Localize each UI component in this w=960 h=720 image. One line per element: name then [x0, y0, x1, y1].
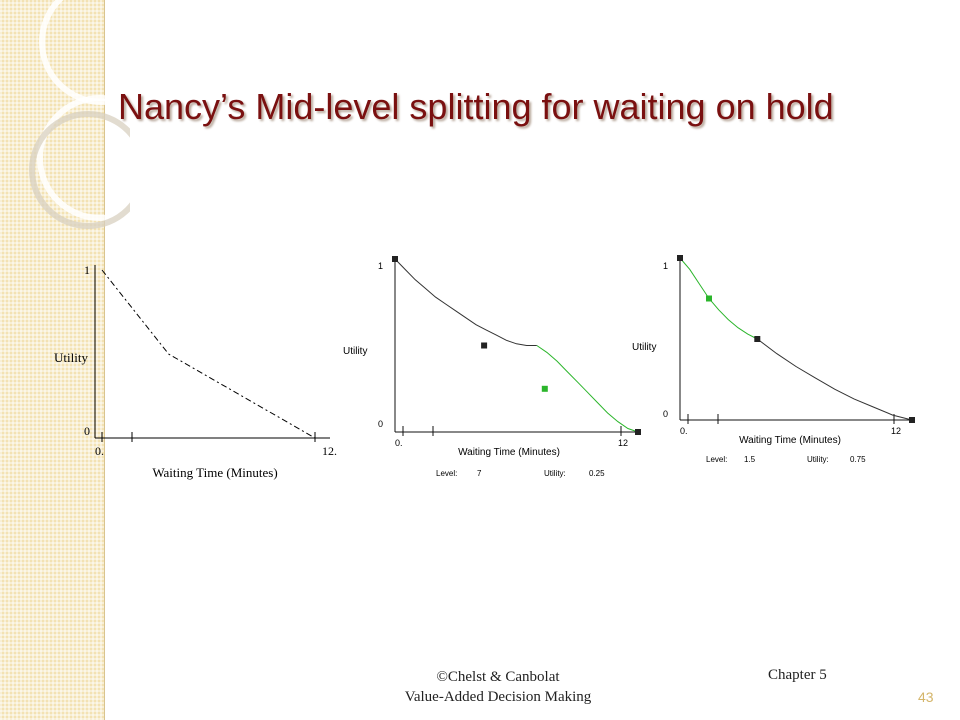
chart-3-axes — [679, 258, 912, 424]
footer-credits: ©Chelst & Canbolat Value-Added Decision … — [388, 667, 608, 707]
chart-3-series-0-line — [679, 257, 758, 340]
chart-1-ytick-bottom: 0 — [84, 424, 90, 438]
chart-1-ylabel: Utility — [54, 350, 88, 365]
footer-chapter: Chapter 5 — [768, 667, 827, 683]
chart-2-point-2[interactable] — [541, 385, 548, 392]
page-number: 43 — [918, 689, 934, 705]
slide-title: Nancy’s Mid-level splitting for waiting … — [118, 86, 834, 127]
chart-2-point-3[interactable] — [635, 429, 641, 435]
chart-3-xlabel: Waiting Time (Minutes) — [739, 435, 841, 446]
chart-3-ytick-bottom: 0 — [663, 409, 668, 419]
chart-2-utility-value: 0.25 — [589, 469, 605, 478]
chart-1: 1 0 Utility 0. 12. Waiting Time (Minutes… — [54, 263, 337, 480]
chart-2-xtick-left: 0. — [395, 438, 403, 448]
chart-3-level-label: Level: — [706, 455, 727, 464]
chart-2-xlabel: Waiting Time (Minutes) — [458, 447, 560, 458]
chart-2-xtick-right: 12 — [618, 438, 628, 448]
chart-2-utility-label: Utility: — [544, 469, 566, 478]
chart-3-point-3[interactable] — [909, 417, 915, 423]
chart-1-xtick-left: 0. — [95, 444, 104, 458]
chart-1-axes — [94, 265, 330, 442]
chart-2-point-1[interactable] — [481, 342, 488, 349]
chart-2-level-label: Level: — [436, 469, 457, 478]
chart-2-ytick-bottom: 0 — [378, 419, 383, 429]
chart-3: 1 0 Utility 0. 12 Waiting Time (Minutes)… — [632, 255, 915, 464]
footer-book-title: Value-Added Decision Making — [404, 689, 592, 705]
chart-2-series-0-line — [394, 258, 537, 346]
chart-2-ylabel: Utility — [343, 346, 367, 357]
chart-2-axes — [394, 260, 638, 436]
chart-3-point-1[interactable] — [706, 295, 712, 302]
chart-2-level-value: 7 — [477, 469, 482, 478]
footer-copyright: ©Chelst & Canbolat — [436, 669, 560, 685]
chart-1-series-line — [101, 269, 316, 439]
chart-2-point-0[interactable] — [392, 256, 398, 262]
chart-3-points — [677, 255, 915, 423]
chart-1-xlabel: Waiting Time (Minutes) — [152, 465, 277, 480]
chart-3-point-0[interactable] — [677, 255, 683, 261]
chart-2-series-1-line — [536, 345, 639, 433]
chart-3-utility-label: Utility: — [807, 455, 829, 464]
chart-3-series-1-line — [756, 338, 913, 421]
chart-1-ytick-top: 1 — [84, 263, 90, 277]
chart-1-xtick-right: 12. — [322, 444, 337, 458]
chart-3-ylabel: Utility — [632, 342, 656, 353]
chart-2-ytick-top: 1 — [378, 261, 383, 271]
chart-3-point-2[interactable] — [754, 336, 761, 342]
chart-3-xtick-right: 12 — [891, 426, 901, 436]
chart-2-points — [392, 256, 641, 435]
chart-3-utility-value: 0.75 — [850, 455, 866, 464]
chart-3-ytick-top: 1 — [663, 261, 668, 271]
chart-3-xtick-left: 0. — [680, 426, 688, 436]
decorative-circles — [29, 0, 130, 229]
chart-3-level-value: 1.5 — [744, 455, 756, 464]
chart-2: 1 0 Utility 0. 12 Waiting Time (Minutes)… — [343, 256, 641, 478]
